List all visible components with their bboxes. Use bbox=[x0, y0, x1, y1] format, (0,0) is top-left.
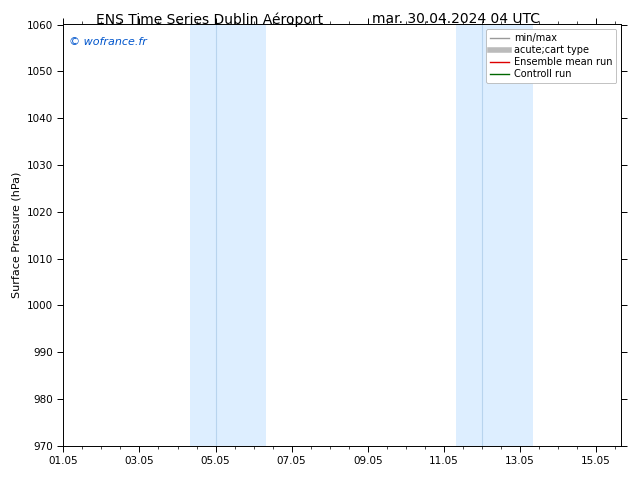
Bar bbox=[216, 24, 266, 446]
Bar bbox=[190, 24, 216, 446]
Bar bbox=[456, 24, 482, 446]
Bar bbox=[482, 24, 533, 446]
Text: © wofrance.fr: © wofrance.fr bbox=[69, 37, 147, 47]
Text: mar. 30.04.2024 04 UTC: mar. 30.04.2024 04 UTC bbox=[373, 12, 540, 26]
Y-axis label: Surface Pressure (hPa): Surface Pressure (hPa) bbox=[11, 172, 21, 298]
Legend: min/max, acute;cart type, Ensemble mean run, Controll run: min/max, acute;cart type, Ensemble mean … bbox=[486, 29, 616, 83]
Text: ENS Time Series Dublin Aéroport: ENS Time Series Dublin Aéroport bbox=[96, 12, 323, 27]
